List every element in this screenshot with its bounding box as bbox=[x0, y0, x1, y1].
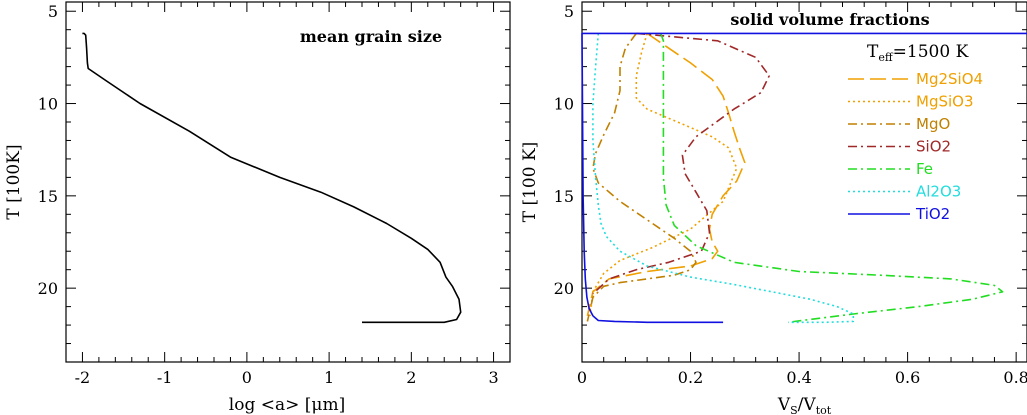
series-line-sio2 bbox=[592, 32, 771, 295]
series-line-grain-size bbox=[82, 32, 462, 324]
x-tick-label: 0.6 bbox=[895, 368, 920, 387]
x-tick-label: 0.2 bbox=[678, 368, 703, 387]
panel-mean-grain-size: -2 -1 0 1 2 3 5 10 15 20 mean grain size log <a> … bbox=[4, 1, 511, 415]
legend-label: Fe bbox=[916, 160, 933, 178]
panel-solid-volume-fractions: 0 0.2 0.4 0.6 0.8 5 10 15 20 solid volume fracti… bbox=[520, 1, 1027, 415]
x-tick-label: 0 bbox=[242, 368, 252, 387]
series-line-mg2sio4 bbox=[586, 32, 746, 316]
x-tick-label: 3 bbox=[488, 368, 498, 387]
legend-label: Mg2SiO4 bbox=[916, 70, 983, 88]
y-tick-label: 10 bbox=[554, 95, 574, 114]
series-lines bbox=[581, 32, 1027, 324]
legend: Mg2SiO4 MgSiO3 MgO SiO2 Fe Al2O3 TiO2 bbox=[848, 70, 983, 223]
y-axis-label: T [100K] bbox=[4, 144, 24, 219]
chart-title: solid volume fractions bbox=[730, 10, 929, 29]
ticks: -2 -1 0 1 2 3 5 10 15 20 bbox=[38, 2, 511, 387]
series-line-mgo bbox=[586, 32, 697, 322]
x-tick-label: 0.4 bbox=[786, 368, 811, 387]
series-line-fe bbox=[659, 33, 1004, 324]
series-lines bbox=[82, 32, 462, 324]
plot-frame bbox=[65, 1, 511, 363]
x-tick-label: 0.8 bbox=[1003, 368, 1027, 387]
teff-annotation-sub: eff bbox=[878, 51, 894, 64]
series-line-al2o3 bbox=[592, 33, 855, 324]
chart-title: mean grain size bbox=[300, 27, 442, 46]
x-tick-label: 0 bbox=[577, 368, 587, 387]
x-tick-label: -2 bbox=[75, 368, 91, 387]
legend-label: MgSiO3 bbox=[916, 93, 974, 111]
xlabel-sub1: S bbox=[790, 404, 798, 415]
x-tick-label: 2 bbox=[406, 368, 416, 387]
xlabel-main: V bbox=[777, 395, 791, 415]
series-line-mgsio3 bbox=[589, 33, 738, 316]
teff-annotation: Teff=1500 K bbox=[867, 42, 969, 64]
teff-annotation-main: T bbox=[867, 42, 879, 62]
y-tick-label: 20 bbox=[554, 279, 574, 298]
plot-frame bbox=[581, 1, 1027, 363]
x-axis-label: VS/Vtot bbox=[777, 395, 832, 415]
legend-label: Al2O3 bbox=[916, 183, 961, 201]
xlabel-sub2: tot bbox=[816, 404, 832, 415]
y-tick-label: 15 bbox=[38, 187, 58, 206]
teff-annotation-rest: =1500 K bbox=[893, 42, 969, 62]
x-tick-label: -1 bbox=[157, 368, 173, 387]
y-tick-label: 10 bbox=[38, 95, 58, 114]
legend-label: MgO bbox=[916, 115, 950, 133]
series-line-tio2 bbox=[581, 32, 1027, 324]
ticks: 0 0.2 0.4 0.6 0.8 5 10 15 20 bbox=[554, 2, 1027, 387]
y-tick-label: 20 bbox=[38, 279, 58, 298]
xlabel-mid: /V bbox=[798, 395, 817, 415]
legend-label: SiO2 bbox=[916, 138, 951, 156]
y-tick-label: 5 bbox=[48, 2, 58, 21]
legend-label: TiO2 bbox=[915, 205, 950, 223]
y-tick-label: 15 bbox=[554, 187, 574, 206]
x-axis-label: log <a> [μm] bbox=[229, 395, 345, 415]
x-tick-label: 1 bbox=[324, 368, 334, 387]
y-axis-label: T [100 K] bbox=[520, 142, 540, 223]
y-tick-label: 5 bbox=[564, 2, 574, 21]
